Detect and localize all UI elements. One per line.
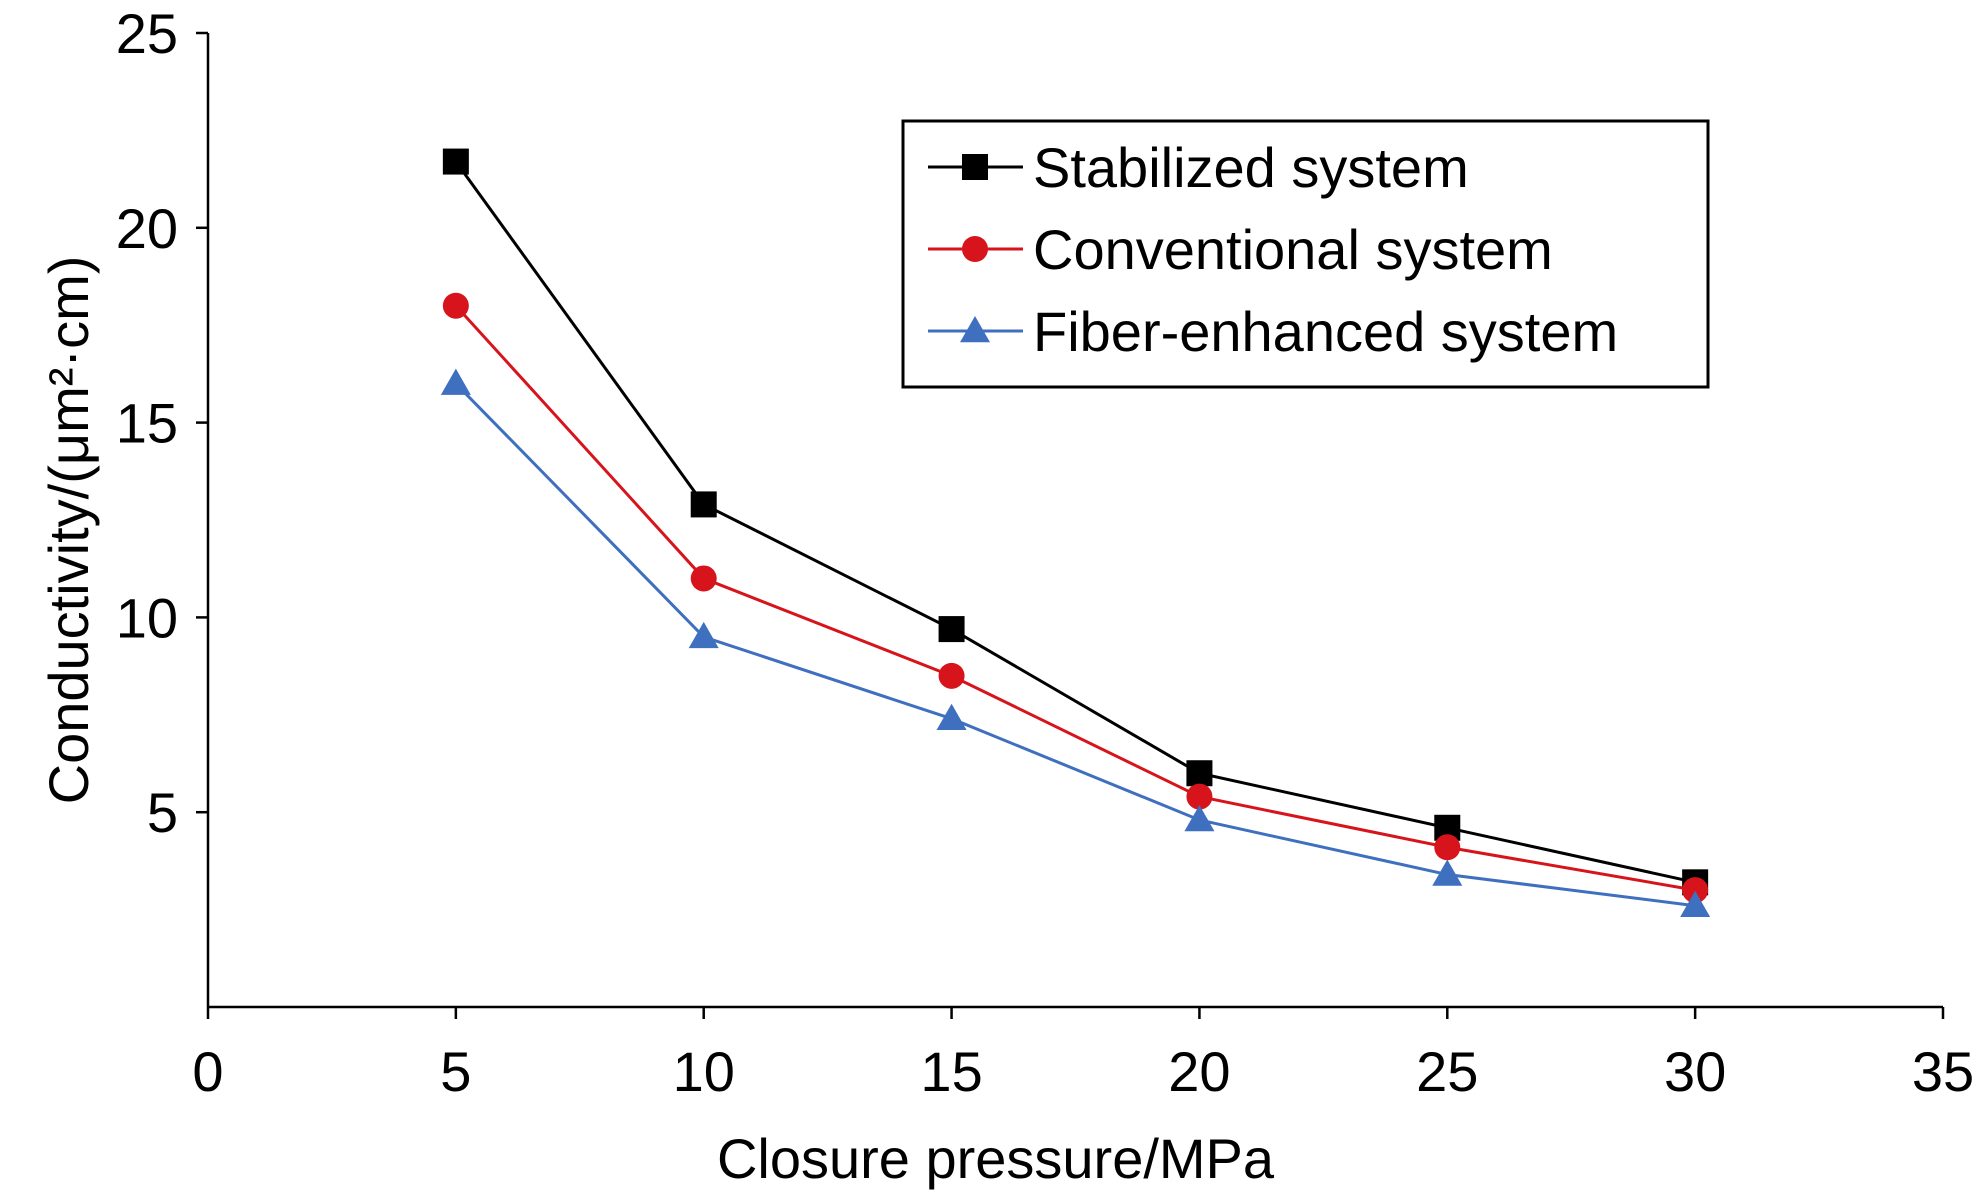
data-point: [442, 148, 469, 175]
legend-item: Stabilized system: [928, 136, 1469, 199]
data-point: [690, 491, 717, 518]
data-point: [1432, 859, 1463, 886]
data-point: [1434, 834, 1461, 861]
y-axis-ticks: 5 10 15 20 25: [116, 2, 208, 844]
y-tick-label: 20: [116, 197, 178, 260]
legend: Stabilized system Conventional system Fibe…: [901, 119, 1710, 389]
data-point: [1186, 760, 1213, 787]
series-line: [454, 382, 1696, 908]
x-tick-label: 0: [192, 1040, 223, 1103]
axes: [206, 33, 1943, 1009]
y-tick-label: 15: [116, 392, 178, 455]
series-circle: [442, 292, 1709, 904]
x-tick-label: 20: [1168, 1040, 1230, 1103]
data-point: [1186, 783, 1213, 810]
series-square: [442, 148, 1709, 896]
x-tick-label: 10: [673, 1040, 735, 1103]
legend-label: Fiber-enhanced system: [1033, 300, 1618, 363]
data-point: [936, 703, 967, 730]
series-line: [454, 304, 1696, 892]
legend-item: Conventional system: [928, 218, 1553, 281]
series-layer: [440, 148, 1711, 917]
x-tick-label: 15: [920, 1040, 982, 1103]
x-axis-ticks: 0 5 10 15 20 25 30 35: [192, 1007, 1974, 1103]
legend-marker: [962, 154, 988, 180]
legend-label: Stabilized system: [1033, 136, 1469, 199]
legend-item: Fiber-enhanced system: [928, 300, 1618, 363]
data-point: [1184, 804, 1215, 832]
y-axis-title: Conductivity/(μm²·cm): [37, 256, 100, 805]
x-tick-label: 5: [440, 1040, 471, 1103]
legend-label: Conventional system: [1033, 218, 1553, 281]
series-line: [454, 160, 1696, 884]
x-tick-label: 25: [1416, 1040, 1478, 1103]
x-axis-title: Closure pressure/MPa: [717, 1127, 1275, 1190]
data-point: [440, 368, 471, 395]
data-point: [688, 621, 719, 649]
data-point: [938, 616, 965, 643]
x-tick-label: 35: [1912, 1040, 1974, 1103]
legend-marker: [962, 236, 988, 262]
y-tick-label: 5: [147, 781, 178, 844]
data-point: [1682, 877, 1709, 904]
series-triangle: [440, 368, 1711, 917]
data-point: [690, 565, 717, 592]
y-tick-label: 25: [116, 2, 178, 65]
legend-marker: [960, 316, 990, 343]
legend-box: [901, 119, 1710, 389]
x-tick-label: 30: [1664, 1040, 1726, 1103]
y-tick-label: 10: [116, 586, 178, 649]
data-point: [442, 292, 469, 319]
data-point: [1680, 890, 1711, 917]
data-point: [938, 662, 965, 689]
